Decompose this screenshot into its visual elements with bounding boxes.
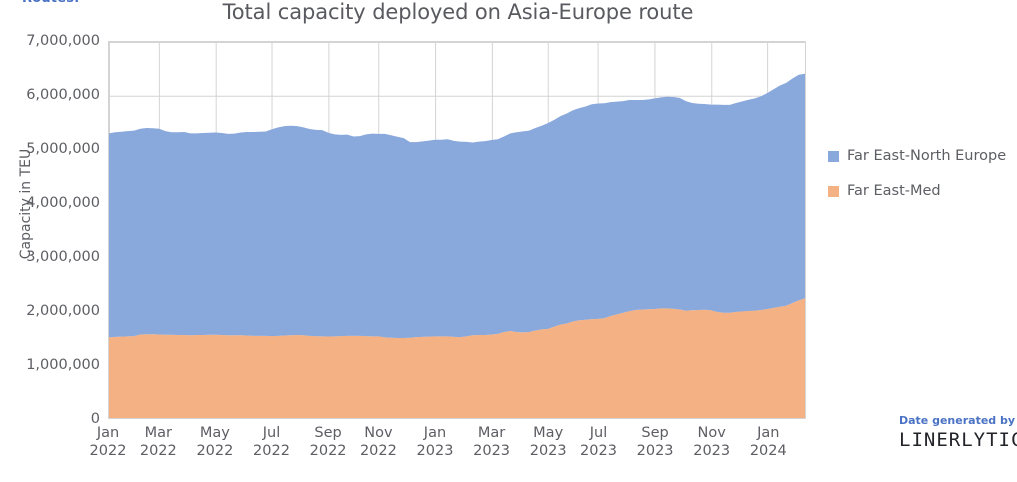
x-tick-year: 2023 (529, 443, 567, 459)
x-tick-label: Nov 2023 (677, 424, 747, 460)
x-tick-year: 2024 (749, 443, 787, 459)
x-tick-month: Jul (589, 425, 608, 441)
y-tick-label: 2,000,000 (26, 303, 100, 319)
y-tick-label: 1,000,000 (26, 357, 100, 373)
x-tick-year: 2023 (416, 443, 454, 459)
x-tick-month: May (199, 425, 230, 441)
x-tick-month: Nov (364, 425, 393, 441)
x-tick-year: 2023 (693, 443, 731, 459)
page-title: Total capacity deployed on Asia-Europe r… (222, 0, 694, 24)
x-tick-label: Jul 2022 (236, 424, 306, 460)
y-tick-label: 7,000,000 (26, 33, 100, 49)
y-tick-label: 5,000,000 (26, 141, 100, 157)
x-tick-label: Jan 2022 (73, 424, 143, 460)
x-tick-year: 2022 (359, 443, 397, 459)
x-tick-month: Mar (477, 425, 506, 441)
x-tick-year: 2022 (196, 443, 234, 459)
legend: Far East-North Europe Far East-Med (828, 148, 1013, 218)
x-tick-month: Jan (423, 425, 447, 441)
x-tick-month: Nov (697, 425, 726, 441)
x-tick-month: Mar (144, 425, 172, 441)
x-tick-label: Jan 2023 (400, 424, 470, 460)
x-tick-year: 2023 (473, 443, 511, 459)
watermark: Date generated by LINERLYTICA (899, 414, 1017, 451)
x-tick-year: 2022 (253, 443, 290, 459)
top-left-routes-label: Routes: (22, 0, 80, 6)
y-tick-label: 4,000,000 (26, 195, 100, 211)
watermark-caption: Date generated by (899, 414, 1016, 427)
x-tick-label: May 2022 (180, 424, 250, 460)
x-tick-month: Jan (757, 425, 780, 441)
x-tick-year: 2022 (139, 443, 177, 459)
x-tick-year: 2022 (309, 443, 347, 459)
legend-label: Far East-North Europe (847, 148, 1007, 164)
x-tick-month: May (533, 425, 564, 441)
legend-swatch-icon (828, 150, 839, 162)
x-tick-year: 2023 (580, 443, 617, 459)
x-tick-month: Sep (641, 425, 669, 441)
legend-label: Far East-Med (847, 183, 941, 199)
x-tick-label: Jul 2023 (563, 424, 633, 460)
y-tick-label: 6,000,000 (26, 87, 100, 103)
x-tick-month: Jul (262, 425, 281, 441)
legend-swatch-icon (828, 185, 839, 197)
y-tick-label: 3,000,000 (26, 249, 100, 265)
legend-item[interactable]: Far East-Med (828, 183, 1013, 199)
x-tick-label: Sep 2023 (620, 424, 690, 460)
x-tick-month: Jan (96, 425, 120, 441)
x-tick-label: Jan 2024 (733, 424, 803, 460)
x-tick-year: 2022 (89, 443, 127, 459)
watermark-brand: LINERLYTICA (899, 429, 1017, 451)
x-tick-label: Nov 2022 (343, 424, 413, 460)
x-tick-year: 2023 (636, 443, 674, 459)
x-tick-label: Sep 2022 (293, 424, 363, 460)
y-axis-tick-labels: 0 1,000,000 2,000,000 3,000,000 4,000,000 5,0… (0, 33, 100, 427)
y-tick-label: 0 (90, 411, 100, 427)
x-tick-month: Sep (314, 425, 342, 441)
x-tick-label: Mar 2023 (457, 424, 527, 460)
stacked-area-series (109, 73, 805, 418)
x-tick-label: May 2023 (513, 424, 583, 460)
plot-area (108, 41, 806, 419)
legend-item[interactable]: Far East-North Europe (828, 148, 1013, 164)
x-tick-label: Mar 2022 (123, 424, 193, 460)
x-axis-tick-labels: Jan 2022 Mar 2022 May 2022 Jul 2022 Sep 2022 Nov 20… (90, 424, 806, 480)
